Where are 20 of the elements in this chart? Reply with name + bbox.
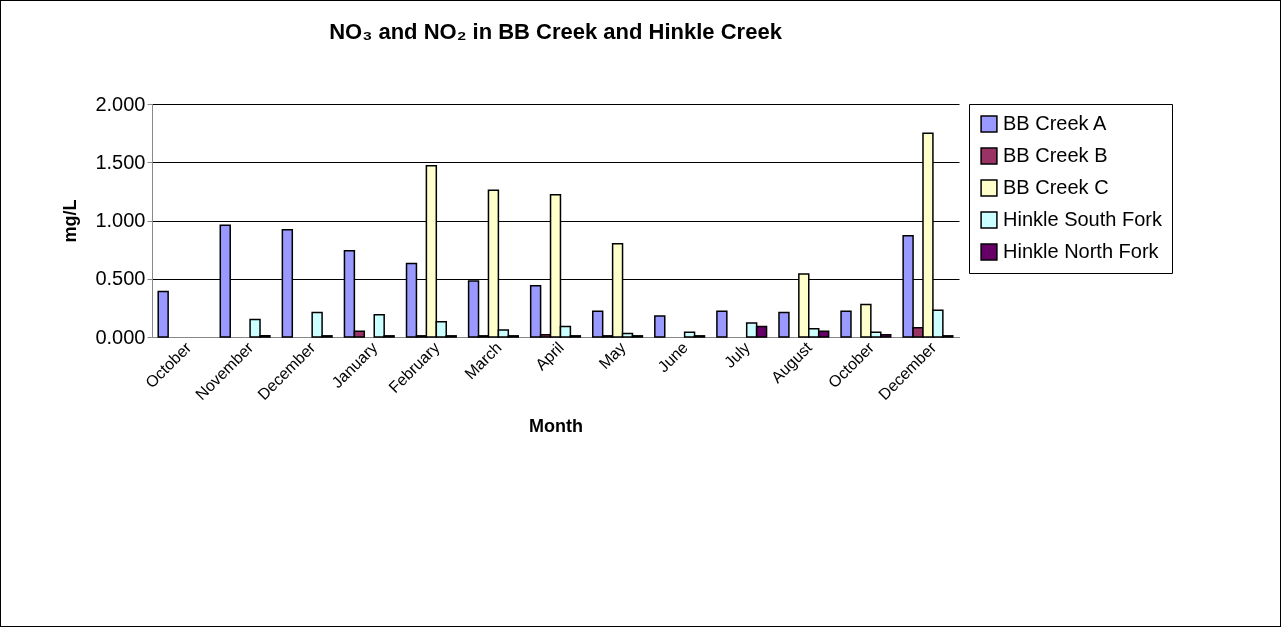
x-tick-label: May (595, 338, 629, 373)
y-axis-title: mg/L (60, 199, 81, 243)
bar (157, 290, 169, 338)
bar (716, 310, 728, 338)
chart-title: NO₃ and NO₂ in BB Creek and Hinkle Creek (329, 19, 783, 44)
legend-label: BB Creek B (1003, 144, 1108, 166)
y-tick-label: 2.000 (95, 92, 146, 115)
y-tick-label: 1.000 (95, 209, 146, 231)
legend-label: Hinkle South Fork (1003, 208, 1163, 230)
y-tick-label: 0.000 (95, 325, 146, 348)
legend-label: BB Creek A (1003, 112, 1108, 134)
x-axis-title: Month (529, 416, 583, 436)
bar (840, 310, 852, 338)
bar (778, 311, 790, 338)
y-tick-label: 1.500 (95, 150, 146, 173)
legend-label: BB Creek C (1003, 176, 1109, 198)
x-tick-label: July (720, 338, 754, 371)
y-tick-label: 0.500 (95, 267, 146, 290)
bar (654, 315, 666, 338)
legend-label: Hinkle North Fork (1003, 240, 1160, 262)
